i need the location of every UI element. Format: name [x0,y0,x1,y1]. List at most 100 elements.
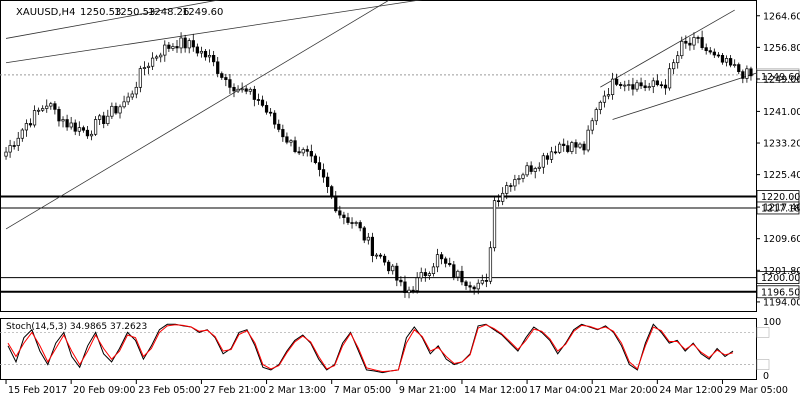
candle-body [81,127,85,131]
candle-body [619,84,623,86]
candle-body [126,96,130,103]
candle-body [260,99,265,106]
candle-body [73,122,77,132]
candle-body [16,137,20,146]
stoch-signal-line [7,324,734,373]
candle-body [195,46,199,54]
candle-body [382,255,387,263]
price-label-box [756,201,800,215]
candle-body [639,82,643,87]
current-price-box [756,70,800,83]
candle-body [134,86,138,95]
stoch-label: Stoch(14,5,3) 34.9865 37.2623 [6,322,147,332]
candle-body [309,151,313,157]
candle-body [199,50,204,54]
candle-body [175,46,179,49]
candle-body [737,64,741,73]
candle-body [297,151,301,154]
price-label-1217.18: 1217.18 [761,203,800,214]
candle-body [159,54,163,58]
candle-body [582,143,586,151]
candle-body [529,165,533,172]
candle-body [130,93,134,98]
candle-body [558,143,562,153]
candle-body [220,73,224,78]
candle-body [77,127,81,132]
candle-body [114,105,118,114]
candle-body [448,263,452,266]
candle-body [32,110,37,126]
drawn-lines-layer [0,0,764,293]
trend-line-2 [5,0,423,64]
candle-body [655,80,659,86]
candle-body [476,282,480,290]
candle-body [704,47,708,51]
candle-body [212,55,216,63]
candle-body [509,185,513,187]
candle-body [651,80,655,87]
candle-body [155,56,159,59]
x-tick-label: 20 Feb 09:00 [73,385,135,396]
candle-body [330,186,334,197]
stoch-tick-label: 0 [763,371,769,382]
candle-body [85,129,90,137]
candle-body [61,119,65,122]
candle-body [541,155,545,168]
candle-body [435,254,440,268]
candle-body [248,88,252,92]
candle-body [635,82,639,90]
ohlc-low: 1248.26 [148,7,189,18]
candles-layer [4,30,753,299]
price-label-1200.00: 1200.00 [761,273,800,284]
candle-body [89,133,94,137]
candle-body [562,143,566,146]
candle-body [12,145,16,147]
candle-body [492,200,497,249]
candle-body [431,266,436,274]
candle-body [700,37,704,49]
x-tick-label: 24 Mar 12:00 [659,385,722,396]
candle-body [684,40,688,44]
y-tick-label: 1249.00 [763,74,800,85]
ohlc-high: 1250.53 [114,7,155,18]
candle-body [472,286,476,290]
candle-body [553,151,558,154]
candle-body [631,84,635,90]
ohlc-close: 1249.60 [182,7,223,18]
candle-body [273,112,277,125]
candle-body [533,168,537,172]
candle-body [439,254,444,260]
x-tick-label: 23 Feb 05:00 [138,385,200,396]
candle-body [183,37,187,49]
candle-body [28,123,33,126]
candle-body [594,109,598,122]
candle-body [391,265,395,272]
candle-body [627,84,631,86]
candle-body [354,222,358,224]
candle-body [244,88,248,92]
candle-body [525,165,529,176]
x-tick-label: 15 Feb 2017 [8,385,67,396]
candle-body [187,40,191,49]
candle-body [179,37,183,49]
y-tick-label: 1194.00 [763,297,800,308]
candle-body [65,119,69,128]
candle-body [615,78,619,85]
candle-body [407,289,411,294]
candle-body [203,50,208,58]
candle-body [293,140,297,153]
candle-body [602,95,607,103]
candle-body [598,101,602,110]
candle-body [370,236,375,256]
candle-body [452,264,456,278]
candle-body [566,145,570,152]
candle-body [317,162,322,170]
axes-layer: 1264.60 1256.80 1249.00 1241.00 1233.20 1225.… [5,11,800,396]
candle-body [427,273,431,276]
candle-body [236,88,240,92]
y-tick-label: 1241.00 [763,107,800,118]
candle-body [680,40,684,57]
candle-body [342,214,346,218]
candle-body [484,280,488,282]
